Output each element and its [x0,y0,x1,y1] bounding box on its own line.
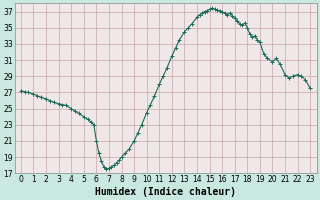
X-axis label: Humidex (Indice chaleur): Humidex (Indice chaleur) [95,186,236,197]
